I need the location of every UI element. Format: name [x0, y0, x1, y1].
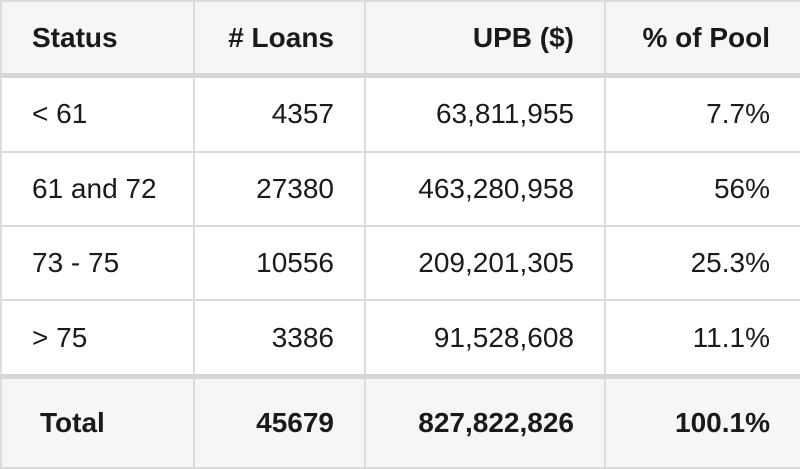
pool-percent-cell: 11.1%: [604, 299, 800, 378]
status-cell: 61 and 72: [0, 150, 195, 227]
table-row: 61 and 72 27380 463,280,958 56%: [0, 150, 800, 227]
table-footer: Total 45679 827,822,826 100.1%: [0, 374, 800, 469]
pool-percent-cell: 7.7%: [604, 74, 800, 153]
column-header-upb: UPB ($): [364, 0, 606, 78]
header-row: Status # Loans UPB ($) % of Pool: [0, 0, 800, 78]
upb-cell: 63,811,955: [364, 74, 606, 153]
pool-percent-cell: 56%: [604, 150, 800, 227]
column-header-pool-percent: % of Pool: [604, 0, 800, 78]
total-pool-percent-cell: 100.1%: [604, 374, 800, 469]
table-row: 73 - 75 10556 209,201,305 25.3%: [0, 224, 800, 302]
table-body: < 61 4357 63,811,955 7.7% 61 and 72 2738…: [0, 74, 800, 378]
pool-percent-cell: 25.3%: [604, 224, 800, 302]
total-row: Total 45679 827,822,826 100.1%: [0, 374, 800, 469]
status-cell: > 75: [0, 299, 195, 378]
total-upb-cell: 827,822,826: [364, 374, 606, 469]
table-row: < 61 4357 63,811,955 7.7%: [0, 74, 800, 153]
column-header-status: Status: [0, 0, 195, 78]
upb-cell: 209,201,305: [364, 224, 606, 302]
loans-cell: 27380: [193, 150, 366, 227]
upb-cell: 91,528,608: [364, 299, 606, 378]
table-row: > 75 3386 91,528,608 11.1%: [0, 299, 800, 378]
column-header-loans: # Loans: [193, 0, 366, 78]
total-label-cell: Total: [0, 374, 195, 469]
total-loans-cell: 45679: [193, 374, 366, 469]
upb-cell: 463,280,958: [364, 150, 606, 227]
loans-cell: 3386: [193, 299, 366, 378]
table-header: Status # Loans UPB ($) % of Pool: [0, 0, 800, 78]
status-cell: < 61: [0, 74, 195, 153]
loans-cell: 10556: [193, 224, 366, 302]
status-cell: 73 - 75: [0, 224, 195, 302]
loans-cell: 4357: [193, 74, 366, 153]
